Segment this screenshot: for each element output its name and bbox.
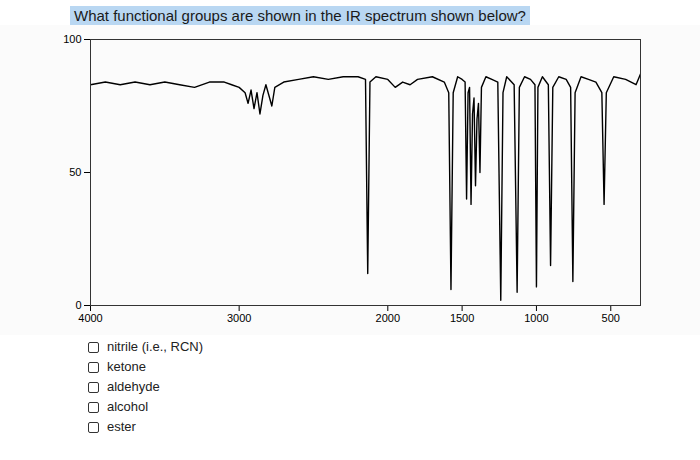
html-text:aldehyde: aldehyde bbox=[107, 379, 160, 394]
svg-text:1000: 1000 bbox=[524, 312, 548, 324]
svg-text:0: 0 bbox=[75, 299, 81, 311]
svg-text:1500: 1500 bbox=[450, 312, 474, 324]
html-text:nitrile (i.e., RCN): nitrile (i.e., RCN) bbox=[107, 339, 204, 354]
svg-text:4000: 4000 bbox=[78, 312, 102, 324]
html-text:alcohol: alcohol bbox=[107, 399, 149, 414]
html-text:ester: ester bbox=[107, 419, 136, 434]
svg-text:3000: 3000 bbox=[227, 312, 251, 324]
html-text:ketone: ketone bbox=[107, 359, 146, 374]
svg-text:100: 100 bbox=[63, 33, 81, 45]
svg-text:2000: 2000 bbox=[376, 312, 400, 324]
svg-text:500: 500 bbox=[602, 312, 620, 324]
html-text:What functional groups are sho: What functional groups are shown in the … bbox=[74, 7, 526, 24]
svg-text:50: 50 bbox=[69, 166, 81, 178]
